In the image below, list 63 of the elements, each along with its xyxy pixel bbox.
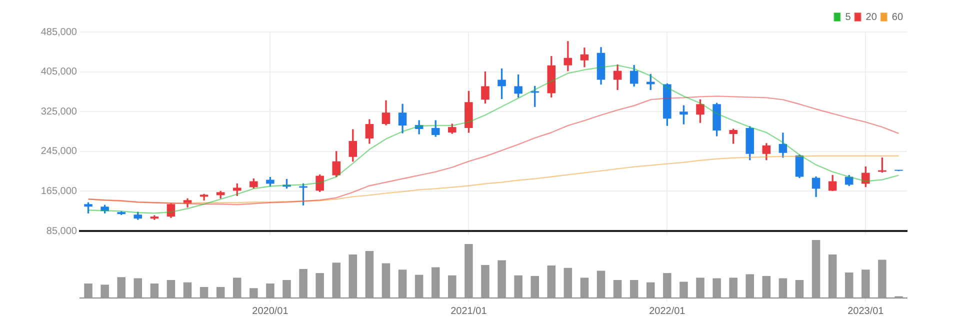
- bar: [778, 278, 788, 298]
- y-tick-label: 85,000: [46, 226, 78, 237]
- bar: [250, 288, 258, 298]
- bar: [448, 275, 456, 298]
- bar: [828, 254, 837, 298]
- bar: [862, 270, 870, 298]
- bar: [663, 273, 672, 298]
- bar: [844, 272, 854, 298]
- bar: [514, 275, 522, 298]
- bar: [596, 270, 606, 298]
- bar: [762, 276, 771, 298]
- x-tick-label: 2020/01: [252, 306, 289, 317]
- bar: [84, 284, 92, 298]
- bar: [630, 280, 638, 298]
- bar: [316, 273, 324, 298]
- bar: [580, 278, 589, 298]
- bar: [232, 278, 242, 298]
- x-tick-label: 2023/01: [848, 306, 884, 317]
- bar: [332, 262, 341, 298]
- bar: [878, 260, 886, 298]
- bar: [216, 286, 225, 298]
- bar: [414, 274, 424, 298]
- bar: [266, 284, 274, 298]
- x-tick-label: 2022/01: [649, 306, 686, 317]
- bar: [150, 284, 159, 298]
- bar: [382, 263, 390, 298]
- bar: [117, 277, 126, 298]
- bar: [746, 274, 754, 298]
- legend-label: 5: [845, 12, 852, 23]
- bar: [299, 269, 308, 298]
- bar: [795, 280, 804, 298]
- bar: [547, 266, 556, 298]
- bar: [282, 280, 291, 298]
- bar: [680, 282, 688, 298]
- bar: [365, 251, 374, 298]
- y-tick-label: 165,000: [40, 186, 78, 197]
- bar: [134, 278, 142, 298]
- bar: [431, 267, 440, 298]
- bar: [100, 284, 109, 298]
- candlestick: [564, 41, 572, 72]
- bar: [712, 278, 721, 298]
- bar: [183, 282, 192, 298]
- bar: [166, 280, 176, 298]
- y-tick-label: 405,000: [40, 66, 78, 78]
- bar: [530, 276, 539, 298]
- bar: [200, 286, 208, 298]
- y-tick-label: 485,000: [40, 26, 78, 38]
- y-tick-label: 245,000: [40, 146, 78, 158]
- legend-label: 20: [866, 12, 878, 23]
- bar: [464, 244, 473, 298]
- bar: [398, 270, 407, 298]
- bar: [348, 254, 358, 298]
- bar: [696, 278, 704, 298]
- legend-label: 60: [892, 12, 904, 23]
- bar: [812, 240, 820, 298]
- bar: [646, 282, 655, 298]
- bar: [481, 264, 490, 298]
- x-tick-label: 2021/01: [450, 306, 488, 317]
- bar: [613, 280, 622, 298]
- bar: [498, 260, 506, 298]
- bar: [729, 278, 738, 298]
- bar: [564, 268, 572, 298]
- y-tick-label: 325,000: [40, 106, 78, 118]
